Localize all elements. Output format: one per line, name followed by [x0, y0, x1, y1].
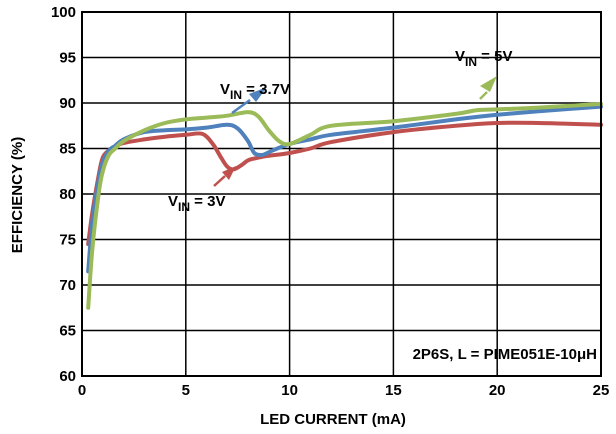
y-tick-label: 100: [51, 4, 76, 21]
y-axis-title: EFFICIENCY (%): [9, 137, 26, 253]
series-lines: [86, 101, 603, 310]
annotations: VIN = 3.7V VIN = 5V VIN = 3V 2P6S, L = P…: [168, 48, 597, 363]
annotation-3v-arrowhead: [222, 166, 236, 180]
annotation-3v7-leader: [231, 98, 251, 115]
series-line-1: [86, 104, 603, 274]
plot-frame: [81, 11, 602, 377]
x-tick-labels: 0 5 10 15 20 25: [78, 382, 610, 399]
annotation-vin-5v: VIN = 5V: [455, 48, 512, 69]
y-tick-label: 80: [59, 186, 76, 203]
x-tick-label: 15: [385, 382, 402, 399]
x-tick-label: 20: [489, 382, 506, 399]
y-tick-label: 65: [59, 323, 76, 340]
grid: [81, 11, 602, 377]
x-tick-label: 0: [78, 382, 86, 399]
x-axis-title: LED CURRENT (mA): [260, 411, 406, 428]
x-tick-label: 25: [593, 382, 610, 399]
y-tick-labels: 60 65 70 75 80 85 90 95 100: [51, 4, 76, 385]
x-tick-label: 10: [281, 382, 298, 399]
y-tick-label: 60: [59, 368, 76, 385]
x-tick-label: 5: [182, 382, 190, 399]
series-line-2: [86, 101, 603, 310]
annotation-5v-arrowhead: [480, 76, 497, 92]
y-tick-label: 90: [59, 95, 76, 112]
annotation-5v-leader: [479, 91, 488, 100]
annotation-3v7-arrowhead: [249, 87, 267, 102]
y-tick-label: 70: [59, 277, 76, 294]
annotation-vin-3v7: VIN = 3.7V: [220, 81, 290, 102]
annotation-vin-3v: VIN = 3V: [168, 193, 225, 214]
annotation-condition: 2P6S, L = PIME051E-10μH: [413, 346, 597, 363]
y-tick-label: 75: [59, 232, 76, 249]
annotation-3v-leader: [213, 175, 226, 187]
y-tick-label: 95: [59, 50, 76, 67]
y-tick-label: 85: [59, 141, 76, 158]
series-line-0: [86, 120, 603, 247]
